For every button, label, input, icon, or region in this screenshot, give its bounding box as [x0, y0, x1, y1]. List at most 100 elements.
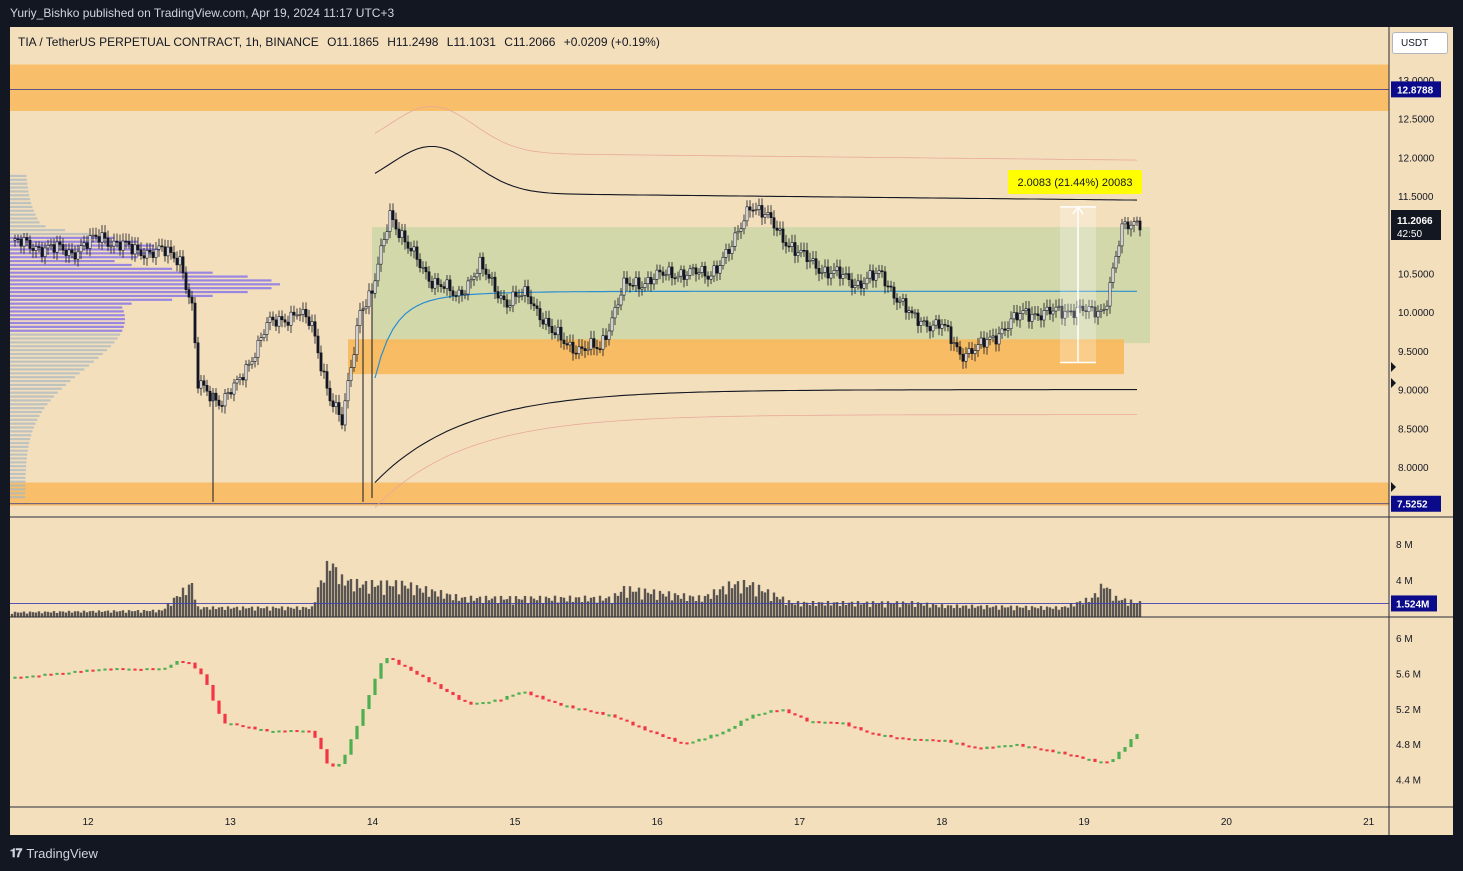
cvd-bar [133, 668, 137, 671]
cvd-bar [145, 668, 149, 671]
chart-frame[interactable]: 2.0083 (21.44%) 20083 13.000012.500012.0… [10, 27, 1453, 835]
cvd-bar [331, 763, 335, 767]
volume-bar [307, 609, 311, 617]
candle [538, 308, 542, 321]
volume-bar [85, 612, 89, 617]
volume-bar [1021, 607, 1025, 617]
volume-bar [217, 607, 221, 617]
volume-bar [424, 586, 428, 617]
cvd-tick-label: 4.4 M [1396, 776, 1421, 787]
cvd-bar [667, 736, 671, 739]
candle [517, 295, 521, 298]
volume-bar [562, 597, 566, 617]
candle [889, 285, 893, 288]
currency-button[interactable]: USDT [1392, 32, 1448, 54]
volume-bar [769, 601, 773, 617]
time-tick-label: 19 [1079, 817, 1091, 828]
candle [742, 220, 746, 230]
volume-bar [1006, 607, 1010, 617]
volume-profile-bar [10, 329, 123, 332]
volume-bar [169, 605, 173, 617]
candle [268, 316, 272, 323]
volume-bar [466, 602, 470, 617]
vwap-line [374, 290, 1137, 379]
candle [340, 414, 344, 426]
candle [802, 249, 806, 252]
volume-profile-bar [10, 356, 99, 359]
candle [616, 304, 620, 308]
volume-bar [349, 578, 353, 617]
volume-bar [262, 608, 266, 617]
volume-bar [16, 612, 20, 617]
volume-bar [103, 611, 107, 617]
volume-profile-bar [10, 453, 28, 456]
volume-bar [1030, 606, 1034, 617]
volume-bar [1033, 607, 1037, 617]
volume-bar [502, 599, 506, 617]
chart-canvas[interactable]: 2.0083 (21.44%) 20083 13.000012.500012.0… [10, 27, 1453, 835]
candle [463, 293, 467, 296]
candle [886, 285, 890, 288]
volume-bar [304, 607, 308, 617]
volume-bar [928, 607, 932, 617]
candle [1081, 305, 1085, 311]
cvd-bar [469, 701, 473, 705]
candle [679, 269, 683, 277]
volume-bar [952, 608, 956, 617]
volume-profile-bar [10, 314, 125, 317]
candle [469, 279, 473, 282]
volume-bar [400, 580, 404, 617]
cvd-bar [1033, 746, 1037, 749]
cvd-bar [841, 722, 845, 725]
candle [937, 319, 941, 329]
volume-tick-label: 4 M [1396, 576, 1413, 587]
candle [658, 269, 662, 273]
candle [703, 265, 707, 277]
candle [586, 348, 590, 351]
volume-bar [385, 580, 389, 617]
cvd-bar [919, 738, 923, 741]
candle [760, 205, 764, 218]
candle [175, 257, 179, 266]
candle [16, 238, 20, 240]
volume-profile-bar [10, 190, 29, 193]
candle [523, 286, 527, 296]
candle [550, 326, 554, 334]
candle [613, 307, 617, 319]
candle [109, 245, 113, 248]
candle [823, 266, 827, 273]
volume-bar [874, 604, 878, 617]
candle [256, 340, 260, 358]
cvd-bar [109, 668, 113, 671]
volume-bar [346, 580, 350, 617]
candle [25, 237, 29, 241]
candle [313, 321, 317, 337]
volume-bar [559, 596, 563, 617]
volume-bar [22, 611, 26, 617]
volume-profile-bar [10, 372, 80, 375]
cvd-bar [769, 710, 773, 713]
volume-profile-bar [10, 449, 28, 452]
volume-bar [211, 606, 215, 617]
cvd-bar [451, 691, 455, 696]
volume-bar [10, 613, 14, 617]
volume-bar [1105, 587, 1109, 617]
footer-brand[interactable]: 𝟏𝟕 TradingView [10, 846, 98, 861]
volume-bar [118, 611, 122, 617]
candle [400, 230, 404, 238]
volume-bar [1048, 607, 1052, 617]
volume-bar [736, 581, 740, 617]
volume-bar [160, 610, 164, 617]
candle [913, 312, 917, 315]
cvd-bar [613, 714, 617, 718]
volume-bar [988, 607, 992, 617]
legend-close: C11.2066 [504, 35, 556, 49]
volume-bar [922, 605, 926, 617]
candle [724, 249, 728, 258]
volume-bar [322, 582, 326, 617]
volume-profile-bar [10, 441, 30, 445]
resistance-price-tag: 12.8788 [1397, 85, 1434, 96]
candle [1060, 305, 1064, 319]
volume-bar [487, 600, 491, 617]
candle [763, 214, 767, 218]
